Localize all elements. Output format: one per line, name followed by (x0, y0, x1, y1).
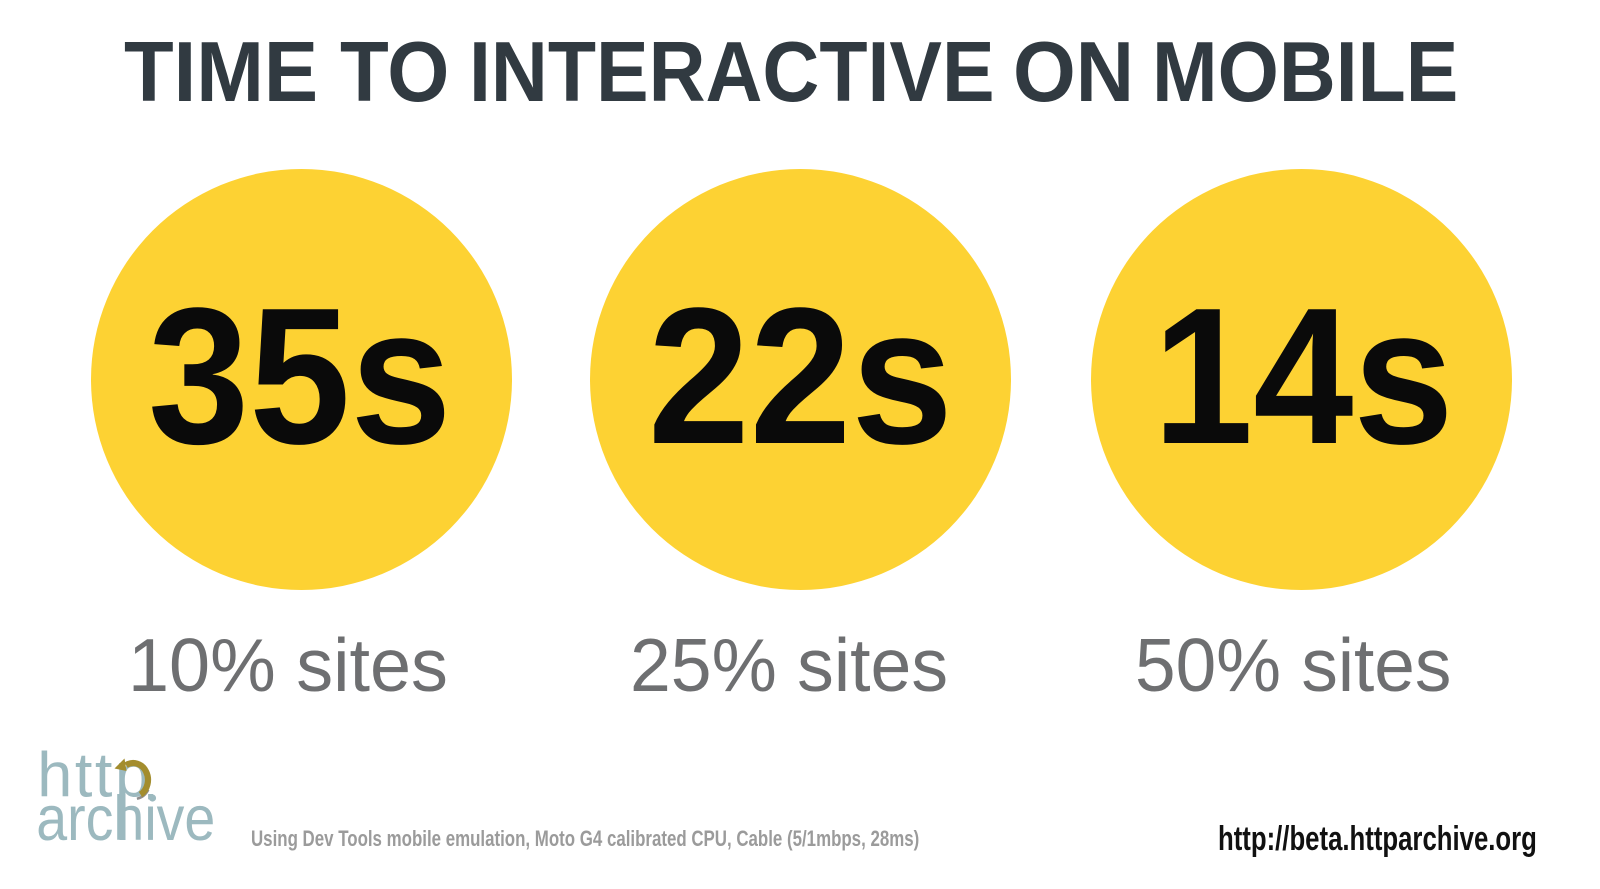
svg-text:htt: htt (37, 741, 115, 811)
svg-text:archive: archive (36, 784, 215, 850)
